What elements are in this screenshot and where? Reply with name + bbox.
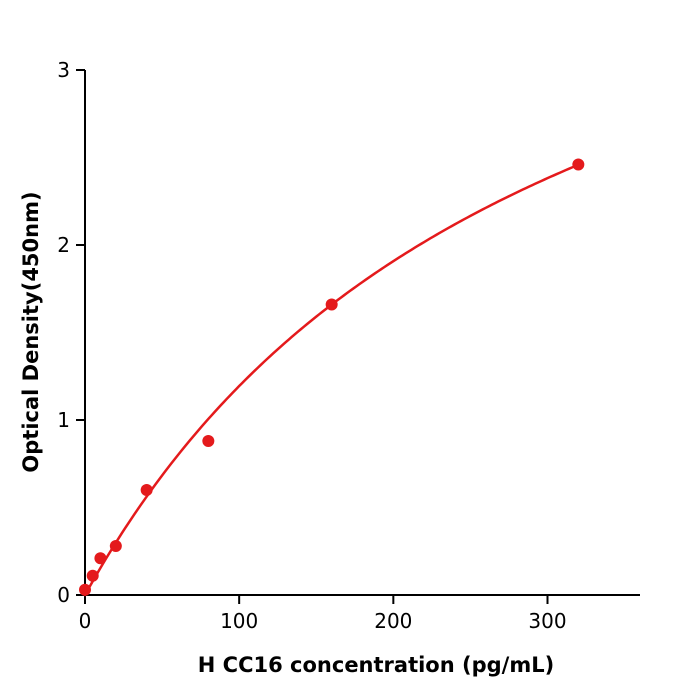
y-axis-label: Optical Density(450nm) xyxy=(19,191,43,472)
data-point xyxy=(140,484,153,496)
data-point xyxy=(109,540,122,552)
data-point xyxy=(572,158,585,171)
x-axis-label: H CC16 concentration (pg/mL) xyxy=(198,653,554,677)
data-point xyxy=(202,435,215,447)
x-tick-label: 100 xyxy=(220,609,258,633)
y-tick-label: 0 xyxy=(57,583,70,607)
x-tick-label: 0 xyxy=(79,609,92,633)
plot-area: 0 1 2 3 0 100 200 300 xyxy=(57,58,640,633)
data-point xyxy=(86,569,99,582)
y-tick-label: 3 xyxy=(57,58,70,82)
y-tick-label: 1 xyxy=(57,408,70,432)
x-tick-label: 300 xyxy=(528,609,566,633)
x-tick-label: 200 xyxy=(374,609,412,633)
data-point xyxy=(325,298,338,311)
fit-curve xyxy=(83,163,580,597)
data-point xyxy=(79,583,91,596)
y-tick-label: 2 xyxy=(57,233,70,257)
data-point xyxy=(94,552,107,565)
